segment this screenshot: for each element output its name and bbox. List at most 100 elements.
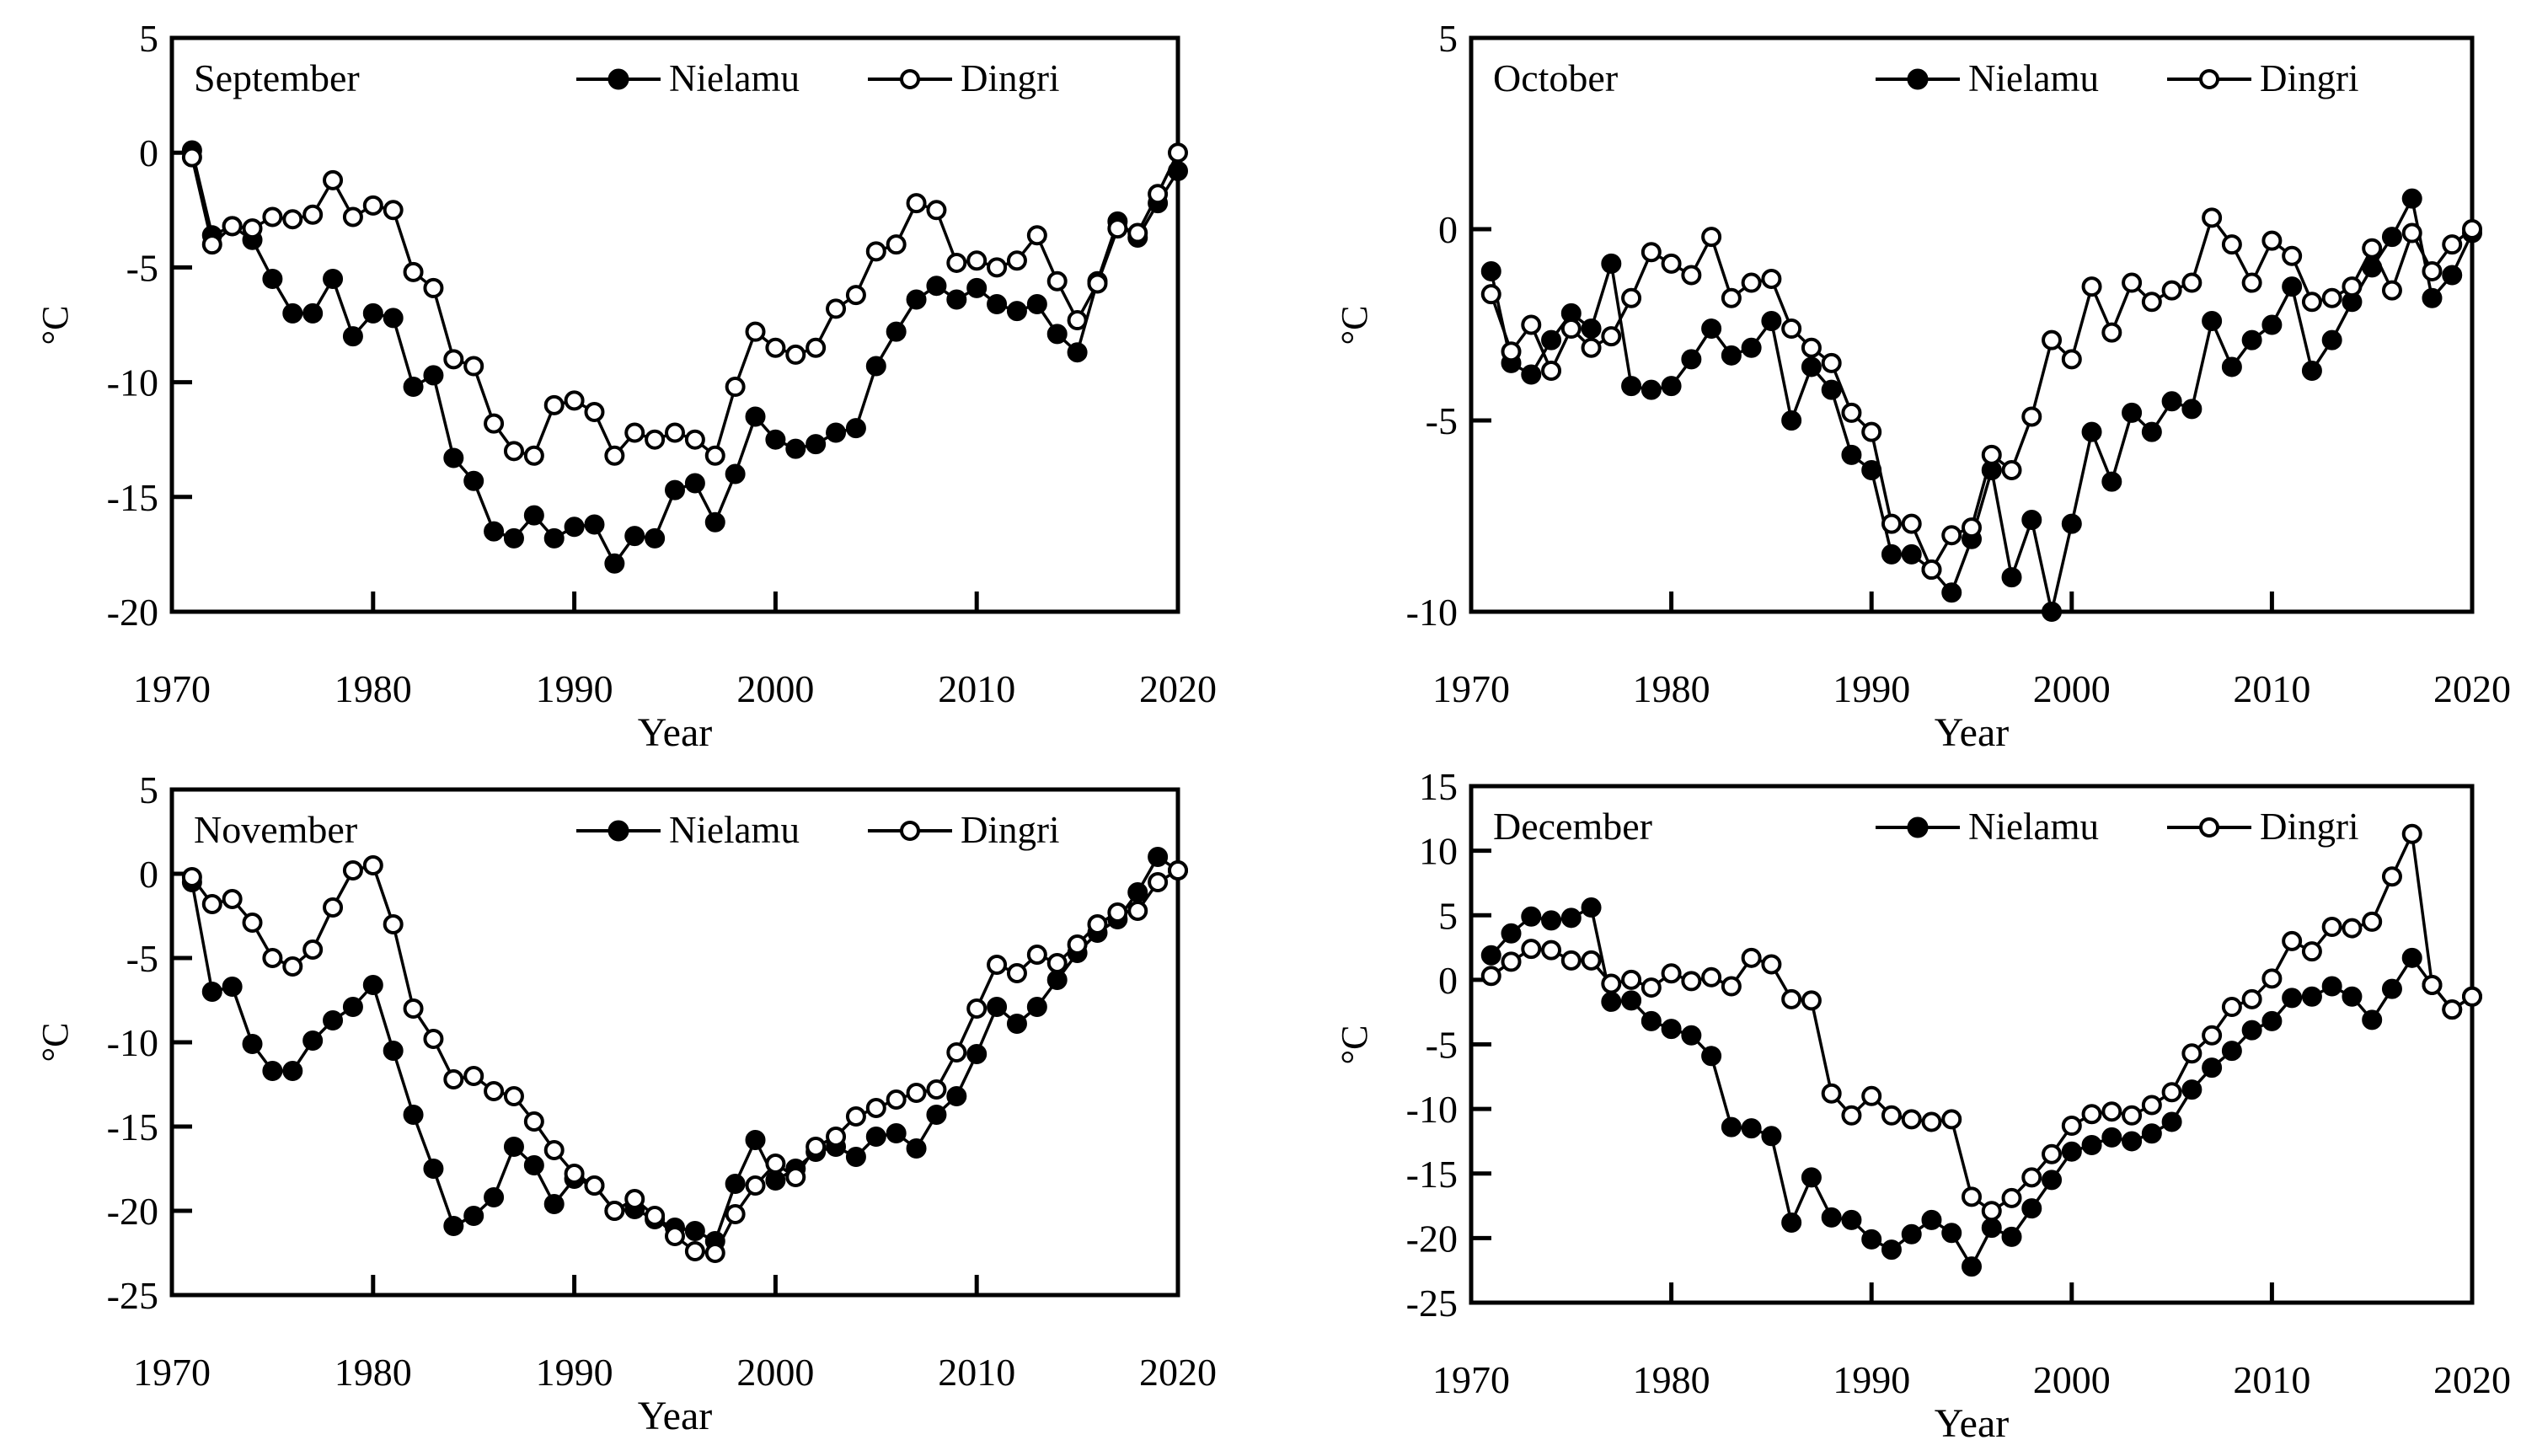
series-dingri-point [1761, 269, 1782, 290]
series-nielamu-point [1601, 253, 1622, 274]
series-nielamu-point [946, 289, 967, 310]
series-dingri-point [463, 1066, 484, 1086]
series-dingri-point [1067, 310, 1088, 331]
series-dingri-point [1681, 971, 1702, 992]
legend-item-nielamu: Nielamu [575, 811, 800, 849]
dingri-open-circle-icon [868, 820, 952, 841]
series-nielamu-point [1581, 318, 1602, 340]
series-nielamu-point [1480, 260, 1501, 281]
series-nielamu-point [1681, 1025, 1702, 1046]
x-tick-label: 1980 [1633, 1358, 1710, 1401]
series-dingri-point [1601, 973, 1622, 994]
series-dingri-point [1127, 901, 1148, 921]
series-dingri-point [201, 234, 222, 255]
series-dingri-point [2181, 272, 2202, 293]
y-tick-label: -20 [1406, 1217, 1458, 1260]
series-dingri-point [785, 1167, 806, 1187]
series-dingri-point [503, 1086, 524, 1106]
series-dingri-point [1107, 218, 1128, 239]
series-dingri-point [886, 1089, 907, 1110]
series-nielamu-point [1741, 1118, 1762, 1139]
series-nielamu-point [2061, 1141, 2082, 1162]
series-nielamu-point [323, 1010, 344, 1030]
series-nielamu-point [2381, 227, 2402, 248]
series-dingri-point [403, 261, 424, 282]
series-nielamu-point [1640, 1010, 1662, 1031]
legend-label-dingri: Dingri [2260, 806, 2359, 848]
series-dingri-point [282, 209, 303, 230]
y-tick-label: -5 [1426, 399, 1458, 442]
series-nielamu-point [1981, 1218, 2002, 1239]
x-axis-title: Year [637, 710, 713, 755]
series-nielamu-point [1026, 293, 1047, 314]
series-dingri-point [2001, 1187, 2022, 1208]
series-dingri-point [2221, 997, 2242, 1018]
series-nielamu-point [383, 1041, 404, 1061]
series-dingri-point [704, 1243, 725, 1263]
series-dingri-point [2342, 918, 2363, 939]
series-nielamu-point [2161, 1111, 2182, 1132]
series-nielamu-point [2221, 356, 2242, 377]
series-dingri-point [484, 413, 505, 434]
series-nielamu-point [886, 321, 907, 342]
series-dingri-point [906, 1083, 927, 1103]
series-dingri-point [604, 1201, 625, 1221]
series-nielamu-point [282, 302, 303, 324]
series-dingri-point [1841, 402, 1862, 423]
series-dingri-point [342, 206, 363, 228]
series-dingri-point [2422, 260, 2443, 281]
series-dingri-point [2101, 322, 2122, 343]
series-nielamu-point [282, 1061, 303, 1081]
series-dingri-point [1046, 953, 1068, 973]
series-dingri-point [1148, 184, 1169, 205]
series-dingri-point [1821, 352, 1842, 373]
series-nielamu-point [1881, 1239, 1902, 1261]
series-dingri-point [1861, 1085, 1882, 1106]
series-dingri-point [2462, 219, 2482, 239]
series-nielamu-point [423, 365, 444, 386]
nielamu-filled-circle-icon [1876, 68, 1960, 89]
series-nielamu-point [1962, 1256, 1982, 1277]
series-nielamu-point [564, 517, 585, 538]
series-dingri-point [1981, 444, 2002, 465]
legend-label-dingri: Dingri [961, 57, 1060, 99]
series-nielamu-point [785, 438, 806, 459]
series-dingri-point [1560, 950, 1582, 971]
series-dingri-point [906, 193, 927, 214]
series-nielamu-point [1821, 1207, 1842, 1228]
series-dingri-point [1026, 225, 1047, 246]
series-dingri-point [2042, 329, 2063, 351]
series-nielamu-point [1006, 301, 1027, 322]
plot-area-october: 5 0 -5 -10 1970 1980 1990 2000 2010 2020 [1406, 17, 2511, 710]
series-nielamu-point [2321, 329, 2342, 351]
series-nielamu-point [946, 1086, 967, 1106]
series-nielamu-point [342, 326, 363, 347]
series-dingri-point [2261, 968, 2283, 989]
series-dingri-point [1168, 142, 1188, 163]
series-dingri-point [342, 860, 363, 881]
series-dingri-point [684, 429, 705, 450]
series-nielamu-point [1921, 1209, 1942, 1230]
x-tick-label: 1990 [536, 1351, 613, 1394]
series-dingri-point [1640, 977, 1662, 998]
plot-area-december: 15 10 5 0 -5 -10 -15 -20 -25 1970 1980 1990 2000 2010… [1406, 765, 2511, 1401]
series-nielamu-point [1781, 410, 1802, 431]
legend-label-nielamu: Nielamu [1968, 806, 2099, 848]
series-dingri-point [443, 349, 464, 370]
series-dingri-point [383, 200, 404, 221]
nielamu-filled-circle-icon [576, 68, 661, 89]
series-dingri-point [484, 1081, 505, 1101]
series-dingri-point [624, 422, 645, 443]
series-dingri-point [845, 1106, 866, 1127]
series-nielamu-point [2342, 986, 2363, 1007]
panel-title-november: November [194, 808, 358, 851]
series-dingri-point [1701, 966, 1722, 988]
series-nielamu-point [2081, 1135, 2102, 1156]
x-tick-label: 2000 [736, 1351, 814, 1394]
x-tick-label: 1980 [335, 667, 412, 710]
series-dingri-point [1148, 872, 1169, 892]
series-dingri-point [2321, 287, 2342, 308]
series-nielamu-point [2221, 1041, 2242, 1062]
panel-december: 15 10 5 0 -5 -10 -15 -20 -25 1970 1980 1990 2000 2010… [1268, 728, 2537, 1456]
series-nielamu-point [302, 302, 324, 324]
